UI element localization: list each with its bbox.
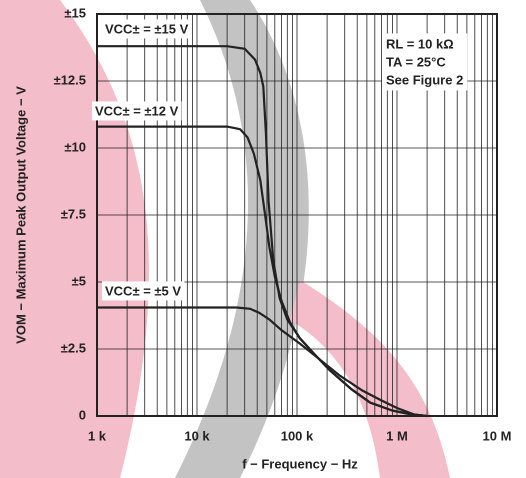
y-tick-label: ±2.5 [61, 340, 86, 355]
x-tick-label: 1 k [88, 428, 107, 443]
annotation: TA = 25°C [386, 54, 446, 69]
annotation: See Figure 2 [386, 72, 463, 87]
x-tick-label: 10 M [483, 428, 512, 443]
series-line [97, 125, 428, 418]
label-bg [92, 101, 182, 121]
y-axis-label: VOM − Maximum Peak Output Voltage − V [13, 86, 28, 344]
y-tick-label: 0 [79, 407, 86, 422]
y-tick-label: ±5 [72, 273, 86, 288]
series-label: VCC± = ±12 V [95, 103, 179, 118]
plot-frame [96, 13, 498, 417]
x-axis-label: f − Frequency − Hz [242, 456, 358, 471]
y-tick-label: ±10 [64, 139, 86, 154]
label-bg [102, 19, 192, 39]
y-tick-label: ±7.5 [61, 206, 86, 221]
annotation: RL = 10 kΩ [386, 36, 454, 51]
x-tick-label: 10 k [184, 428, 210, 443]
x-tick-label: 1 M [386, 428, 408, 443]
series-label: VCC± = ±5 V [105, 283, 181, 298]
y-tick-label: ±15 [64, 5, 86, 20]
y-tick-label: ±12.5 [54, 72, 86, 87]
x-tick-label: 100 k [281, 428, 314, 443]
annotation-bg [382, 33, 468, 91]
label-bg [102, 281, 185, 301]
series-line [97, 306, 428, 418]
series-label: VCC± = ±15 V [105, 21, 189, 36]
